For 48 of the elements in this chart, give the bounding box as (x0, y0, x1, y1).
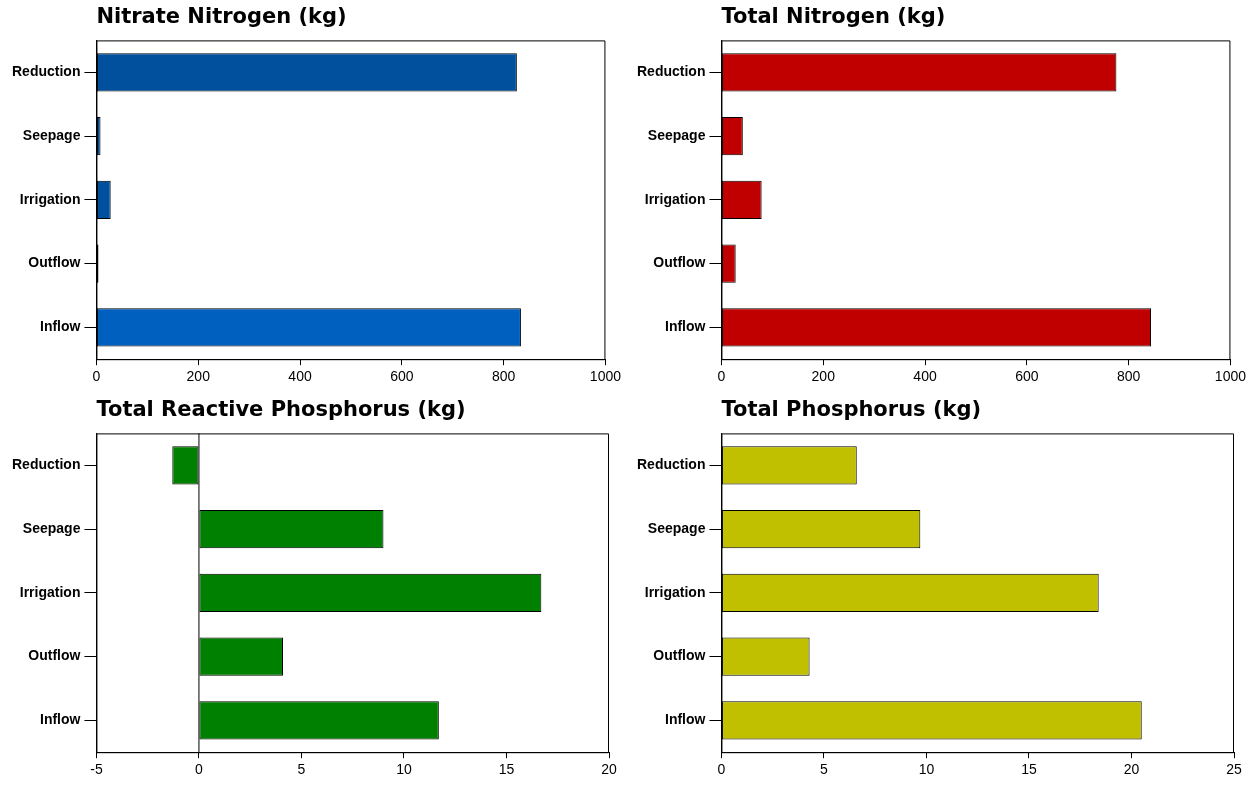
x-tick-label: 10 (396, 761, 412, 778)
chart-title: Total Reactive Phosphorus (kg) (96, 397, 466, 421)
x-tick-label: 15 (498, 761, 515, 778)
x-tick-label: 20 (1123, 761, 1140, 778)
y-tick-label: Seepage (647, 126, 706, 143)
x-tick-label: 0 (717, 368, 726, 385)
x-tick-label: 10 (918, 761, 935, 778)
y-tick-label: Irrigation (19, 190, 81, 207)
y-tick-label: Reduction (11, 456, 81, 473)
y-tick-label: Seepage (22, 126, 81, 143)
x-tick-label: 1000 (1214, 368, 1247, 385)
x-tick-label: 600 (390, 368, 414, 385)
x-tick-label: 5 (820, 761, 829, 778)
y-tick-label: Outflow (653, 254, 706, 271)
x-tick-label: 25 (1226, 761, 1242, 778)
x-tick-label: 15 (1021, 761, 1037, 778)
chart-title: Total Phosphorus (kg) (721, 397, 982, 421)
x-tick-label: 400 (913, 368, 937, 385)
x-tick-label: 0 (92, 368, 101, 385)
y-tick-label: Reduction (636, 63, 706, 80)
x-tick-label: 400 (288, 368, 312, 385)
x-tick-label: 200 (811, 368, 836, 385)
y-tick-label: Outflow (653, 647, 706, 664)
y-tick-label: Reduction (11, 63, 81, 80)
y-tick-label: Inflow (40, 318, 81, 335)
y-tick-label: Reduction (636, 456, 706, 473)
y-tick-label: Seepage (22, 519, 81, 536)
y-tick-label: Outflow (28, 254, 81, 271)
x-tick-label: 1000 (589, 368, 622, 385)
y-tick-label: Irrigation (644, 583, 706, 600)
x-tick-label: 20 (601, 761, 617, 778)
x-tick-label: 600 (1015, 368, 1039, 385)
y-tick-label: Inflow (665, 318, 706, 335)
x-tick-label: 0 (195, 761, 204, 778)
y-tick-label: Irrigation (644, 190, 706, 207)
x-tick-label: 800 (1116, 368, 1141, 385)
x-tick-label: 0 (717, 761, 726, 778)
y-tick-label: Irrigation (19, 583, 81, 600)
x-tick-label: 200 (186, 368, 211, 385)
y-tick-label: Outflow (28, 647, 81, 664)
y-tick-label: Inflow (40, 711, 81, 728)
x-tick-label: -5 (90, 761, 103, 778)
chart-title: Total Nitrogen (kg) (721, 4, 946, 28)
y-tick-label: Inflow (665, 711, 706, 728)
y-tick-label: Seepage (647, 519, 706, 536)
x-tick-label: 800 (491, 368, 516, 385)
x-tick-label: 5 (297, 761, 306, 778)
chart-title: Nitrate Nitrogen (kg) (96, 4, 347, 28)
